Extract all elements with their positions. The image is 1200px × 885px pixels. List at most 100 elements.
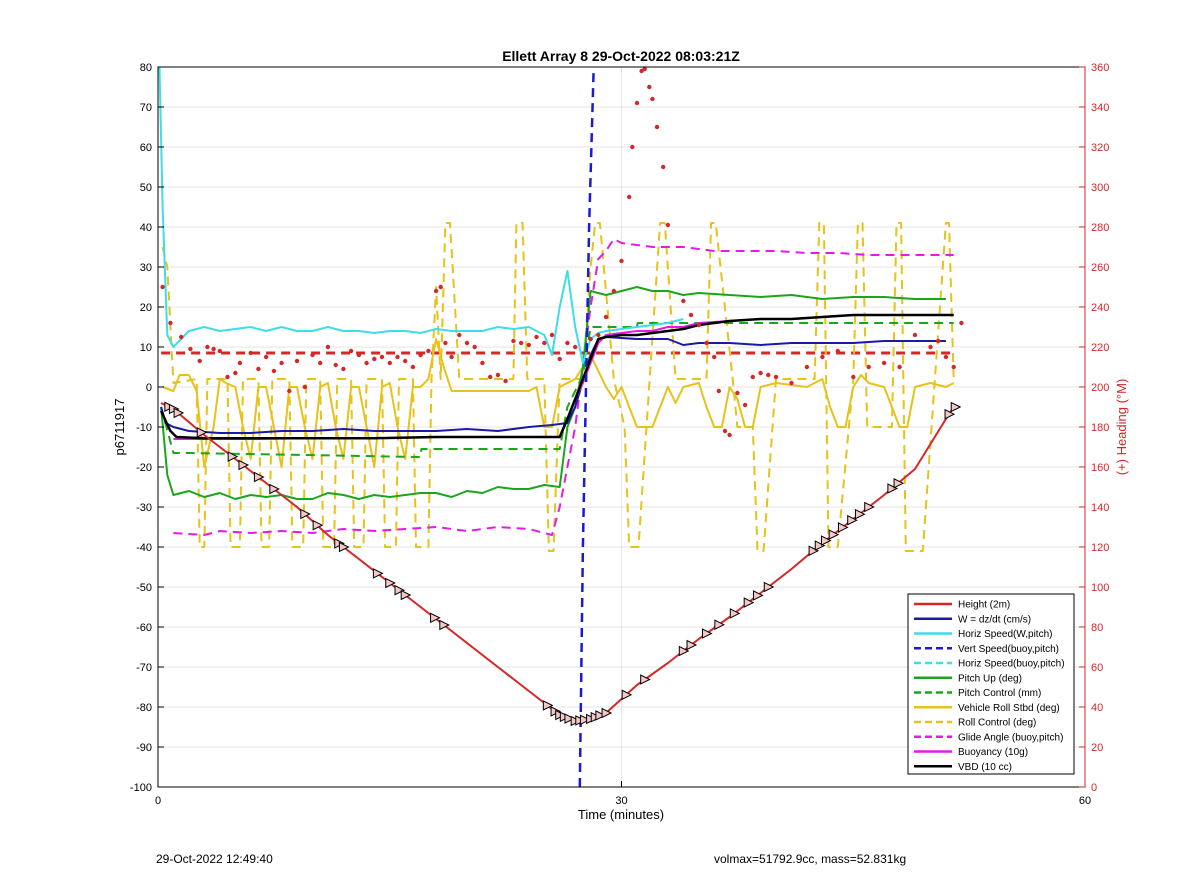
heading-point-67 <box>654 124 660 130</box>
heading-point-22 <box>333 362 338 368</box>
heading-point-90 <box>881 360 887 366</box>
y-tick-label-3: -70 <box>136 662 152 674</box>
footer-timestamp: 29-Oct-2022 12:49:40 <box>156 852 273 866</box>
y-tick-label-1: -90 <box>136 742 152 754</box>
height-marker-48 <box>887 483 898 494</box>
heading-point-30 <box>395 354 400 360</box>
y-tick-label-15: 50 <box>140 182 152 194</box>
heading-point-81 <box>758 370 763 376</box>
heading-point-0 <box>160 284 165 290</box>
height-marker-50 <box>944 408 956 420</box>
legend: Height (2m) W = dz/dt (cm/s) Horiz Speed(W… <box>907 593 1075 775</box>
series-line-roll_ctrl <box>161 222 955 552</box>
height-marker-46 <box>854 508 866 520</box>
heading-point-9 <box>233 370 238 376</box>
heading-point-49 <box>534 334 539 340</box>
y-tick-label-4: -60 <box>136 622 152 634</box>
height-marker-41 <box>814 540 826 551</box>
heading-point-17 <box>294 358 300 364</box>
heading-point-26 <box>364 360 369 366</box>
y2-tick-label-16: 320 <box>1091 142 1109 154</box>
heading-point-77 <box>727 432 732 438</box>
legend-label-10: Buoyancy (10g) <box>958 747 1028 758</box>
heading-point-80 <box>750 374 755 380</box>
series-line-pitch <box>160 286 946 500</box>
height-marker-18 <box>542 700 554 711</box>
height-marker-2 <box>173 407 185 419</box>
heading-point-18 <box>302 384 307 390</box>
height-marker-32 <box>678 645 690 657</box>
y-tick-label-17: 70 <box>140 102 152 114</box>
height-marker-35 <box>714 619 725 631</box>
heading-point-6 <box>211 346 216 352</box>
heading-point-39 <box>457 332 462 338</box>
heading-point-93 <box>928 344 933 350</box>
heading-point-20 <box>318 360 323 366</box>
footer-info: volmax=51792.9cc, mass=52.831kg <box>714 852 907 866</box>
heading-point-55 <box>588 336 593 342</box>
y-tick-label-14: 40 <box>140 222 152 234</box>
heading-point-14 <box>271 368 277 374</box>
heading-point-94 <box>936 338 941 344</box>
height-marker-36 <box>729 608 741 619</box>
series-line-horiz <box>158 67 684 364</box>
heading-point-78 <box>735 390 740 396</box>
height-marker-16 <box>430 612 441 624</box>
y2-tick-label-3: 60 <box>1091 662 1103 674</box>
y2-tick-label-9: 180 <box>1091 422 1109 434</box>
y2-tick-label-18: 360 <box>1091 62 1109 74</box>
legend-box <box>907 593 1075 775</box>
heading-point-84 <box>789 380 794 386</box>
heading-point-8 <box>225 374 230 380</box>
y-tick-label-11: 10 <box>140 342 152 354</box>
height-marker-29 <box>601 707 613 719</box>
heading-point-32 <box>410 364 416 370</box>
height-marker-51 <box>950 401 962 413</box>
height-marker-34 <box>701 628 713 639</box>
heading-point-72 <box>696 322 701 328</box>
height-marker-9 <box>312 519 324 531</box>
height-marker-22 <box>564 713 576 724</box>
legend-label-8: Roll Control (deg) <box>958 718 1036 729</box>
heading-point-45 <box>503 378 508 384</box>
height-marker-8 <box>300 508 311 520</box>
heading-point-92 <box>912 332 918 338</box>
heading-point-71 <box>688 312 694 318</box>
y2-axis-label: (+) Heading (°M) <box>1114 379 1129 476</box>
heading-point-52 <box>557 356 562 362</box>
heading-point-61 <box>630 144 635 150</box>
height-marker-4 <box>227 451 239 462</box>
height-marker-42 <box>820 535 832 546</box>
x-tick-label-1: 30 <box>615 795 627 807</box>
series-line-w <box>160 336 946 434</box>
heading-point-43 <box>488 374 493 380</box>
y2-tick-label-4: 80 <box>1091 622 1103 634</box>
heading-point-12 <box>256 366 261 372</box>
y2-tick-label-15: 300 <box>1091 182 1109 194</box>
heading-point-66 <box>650 96 655 102</box>
legend-label-4: Horiz Speed(buoy,pitch) <box>958 659 1065 670</box>
y-tick-label-9: -10 <box>136 422 152 434</box>
heading-point-46 <box>511 338 516 344</box>
axes: -100-90-80-70-60-50-40-30-20-10010203040… <box>130 62 1109 807</box>
heading-point-96 <box>951 364 956 370</box>
y2-tick-label-8: 160 <box>1091 462 1109 474</box>
y-tick-label-7: -30 <box>136 502 152 514</box>
y2-tick-label-7: 140 <box>1091 502 1109 514</box>
legend-label-3: Vert Speed(buoy,pitch) <box>958 644 1059 655</box>
chart-title: Ellett Array 8 29-Oct-2022 08:03:21Z <box>502 48 740 64</box>
y-tick-label-13: 30 <box>140 262 152 274</box>
y2-tick-label-1: 20 <box>1091 742 1103 754</box>
y2-tick-label-13: 260 <box>1091 262 1109 274</box>
height-marker-33 <box>686 639 698 651</box>
heading-point-48 <box>526 342 531 348</box>
heading-point-60 <box>627 194 632 200</box>
heading-point-13 <box>263 354 269 360</box>
heading-point-69 <box>665 222 671 228</box>
height-marker-38 <box>752 590 764 601</box>
heading-point-87 <box>835 348 840 354</box>
y-axis-label: p6711917 <box>112 399 127 456</box>
y-tick-label-5: -50 <box>136 582 152 594</box>
height-marker-45 <box>847 514 858 526</box>
heading-point-1 <box>168 320 173 326</box>
